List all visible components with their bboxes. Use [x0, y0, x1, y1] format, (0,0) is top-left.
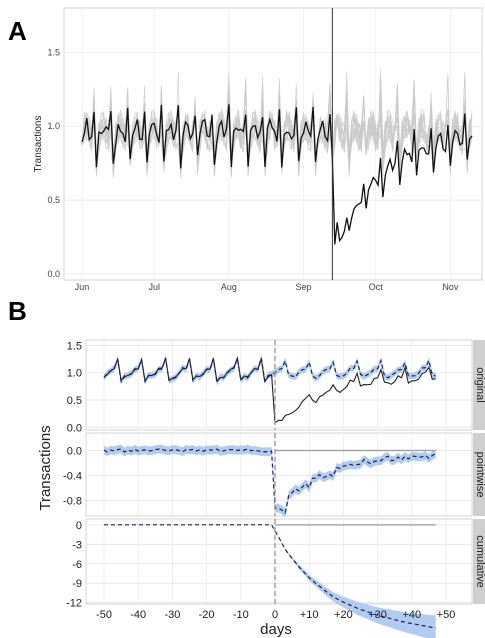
panel-b-cumulative: 0 -3 -6 -9 -12 cumulative: [66, 518, 485, 638]
panel-b-x-ticks: -50 -40 -30 -20 -10 0 +10 +20 +30 +40 +50: [96, 609, 455, 621]
panel-a-control-line: [81, 73, 473, 177]
panel-b-observed-line: [103, 356, 436, 424]
panel-b-letter: B: [8, 296, 27, 326]
panel-b-predicted-line: [103, 357, 436, 385]
panel-b-predicted-line: [103, 448, 437, 514]
panel-b-strip: [473, 433, 485, 516]
panel-a-control-line: [81, 87, 473, 179]
panel-b-x-tick-label: -20: [199, 609, 215, 621]
panel-b-plot-area: [85, 432, 473, 517]
panel-b-y-tick-label: -12: [66, 598, 82, 610]
panel-a-x-tick-label: Nov: [442, 282, 459, 292]
panel-b-credible-band: [104, 524, 436, 638]
panel-b-credible-band: [104, 444, 436, 518]
panel-a-observed-line: [81, 104, 473, 245]
panel-a-y-tick-label: 1.5: [47, 47, 60, 57]
panel-b-y-axis-label: Transactions: [37, 425, 54, 510]
panel-b-plot-area: [85, 518, 473, 605]
panel-b-y-tick-label: -6: [72, 559, 82, 571]
panel-b-y-tick-label: 0: [76, 520, 82, 532]
panel-b-original: 0.0 0.5 1.0 1.5 original: [67, 339, 485, 434]
panel-b-y-tick-label: 1.0: [67, 368, 82, 380]
panel-b-y-tick-label: -0.4: [63, 470, 82, 482]
panel-a-chart: 0.0 0.5 1.0 1.5 Jun Jul Aug Sep Oct Nov Transacti…: [33, 7, 483, 292]
panel-b-y-tick-label: 0.0: [67, 445, 82, 457]
panel-b-strip-label: pointwise: [474, 452, 485, 498]
panel-b-y-tick-label: -3: [72, 539, 82, 551]
panel-b-strip-label: original: [474, 367, 485, 402]
panel-a-y-tick-label: 1.0: [47, 121, 60, 131]
panel-b-y-tick-label: 0.5: [67, 395, 82, 407]
panel-a-x-tick-label: Aug: [221, 282, 237, 292]
panel-a-x-tick-label: Jun: [75, 282, 90, 292]
panel-a-x-tick-label: Oct: [369, 282, 384, 292]
panel-b-x-tick-label: -50: [96, 609, 112, 621]
panel-b-x-tick-label: -40: [130, 609, 146, 621]
panel-b-y-tick-label: 0.0: [67, 422, 82, 434]
panel-b-x-tick-label: +10: [300, 609, 319, 621]
panel-b-x-tick-label: +30: [368, 609, 387, 621]
panel-a-x-tick-label: Sep: [295, 282, 311, 292]
panel-b-x-axis-label: days: [260, 621, 292, 638]
panel-a-y-axis-label: Transactions: [33, 116, 44, 173]
panel-a-letter: A: [8, 16, 27, 46]
panel-a-y-tick-label: 0.5: [47, 195, 60, 205]
panel-a-control-line: [81, 74, 473, 174]
panel-b-chart: 0.0 0.5 1.0 1.5 original 0.0 -0.4 -0.8 pointwis…: [37, 339, 485, 638]
panel-b-plot-area: [85, 339, 473, 431]
panel-b-strip-label: cumulative: [474, 535, 485, 588]
panel-b-y-tick-label: 1.5: [67, 340, 82, 352]
panel-b-x-tick-label: -30: [164, 609, 180, 621]
panel-b-x-tick-label: 0: [272, 609, 278, 621]
panel-b-strip: [473, 340, 485, 430]
panel-a-x-tick-label: Jul: [148, 282, 160, 292]
panel-b-x-tick-label: -10: [233, 609, 249, 621]
panel-a-y-tick-label: 0.0: [47, 269, 60, 279]
panel-b-strip: [473, 519, 485, 604]
panel-b-y-tick-label: -9: [72, 578, 82, 590]
panel-b-x-tick-label: +40: [402, 609, 421, 621]
panel-b-x-tick-label: +20: [334, 609, 353, 621]
panel-a-observed-series: [81, 8, 473, 280]
panel-a-ticks: 0.0 0.5 1.0 1.5 Jun Jul Aug Sep Oct Nov: [47, 47, 458, 292]
panel-b-y-tick-label: -0.8: [63, 495, 82, 507]
panel-b-pointwise: 0.0 -0.4 -0.8 pointwise: [63, 432, 485, 518]
panel-b-x-tick-label: +50: [437, 609, 456, 621]
